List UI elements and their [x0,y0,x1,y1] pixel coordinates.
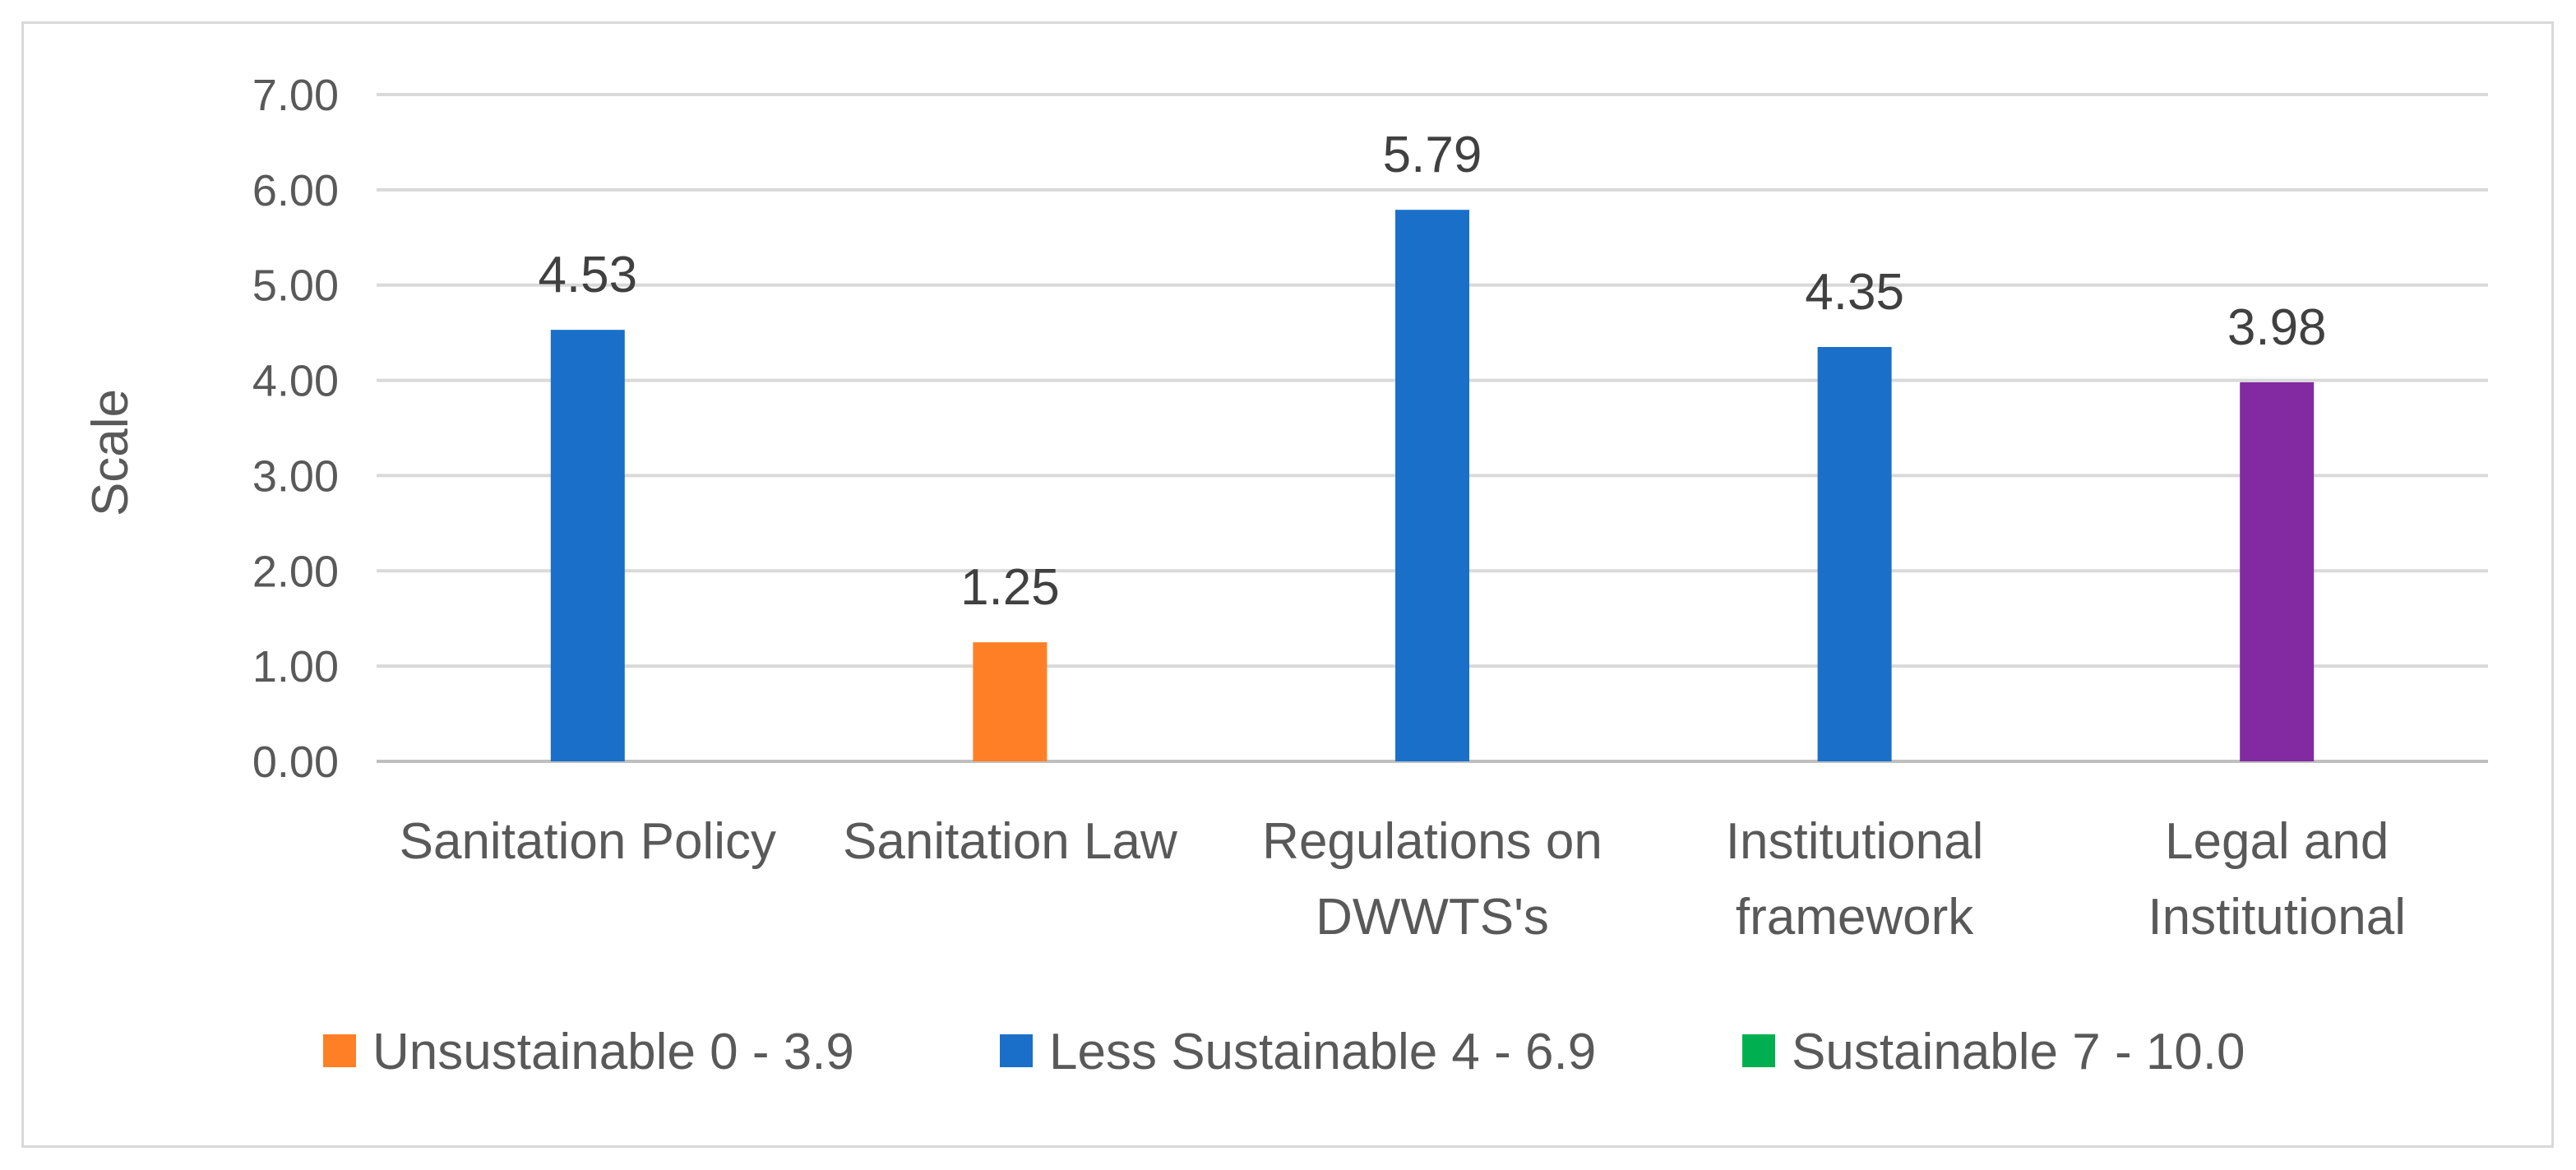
data-label: 5.79 [1383,127,1482,183]
data-label: 3.98 [2227,299,2327,356]
data-label: 4.35 [1805,264,1904,321]
category-label: framework [1736,889,1974,946]
legend-label: Less Sustainable 4 - 6.9 [1049,1024,1596,1080]
bar [973,642,1048,761]
legend-swatch [1742,1034,1775,1067]
y-tick-label: 7.00 [252,71,339,120]
data-label: 4.53 [538,247,637,303]
y-tick-label: 4.00 [252,357,339,406]
category-label: DWWTS's [1316,889,1549,946]
category-label: Sanitation Policy [400,813,776,870]
y-axis-title: Scale [82,389,139,516]
y-tick-label: 5.00 [252,261,339,311]
bar [2240,382,2315,761]
category-label: Regulations on [1262,813,1602,870]
legend-swatch [323,1034,356,1067]
legend-label: Sustainable 7 - 10.0 [1792,1024,2245,1080]
y-tick-label: 0.00 [252,738,339,787]
category-label: Institutional [2148,889,2406,946]
category-label: Institutional [1726,813,1984,870]
y-tick-label: 6.00 [252,166,339,215]
legend-label: Unsustainable 0 - 3.9 [372,1024,854,1080]
bar [1817,347,1892,761]
chart-frame [21,21,2554,1148]
y-tick-label: 3.00 [252,451,339,501]
legend-swatch [1000,1034,1033,1067]
category-label: Legal and [2165,813,2389,870]
data-label: 1.25 [960,559,1060,616]
bar [1395,210,1469,762]
y-tick-label: 1.00 [252,642,339,691]
bar [550,330,625,762]
y-tick-label: 2.00 [252,547,339,596]
category-label: Sanitation Law [843,813,1177,870]
